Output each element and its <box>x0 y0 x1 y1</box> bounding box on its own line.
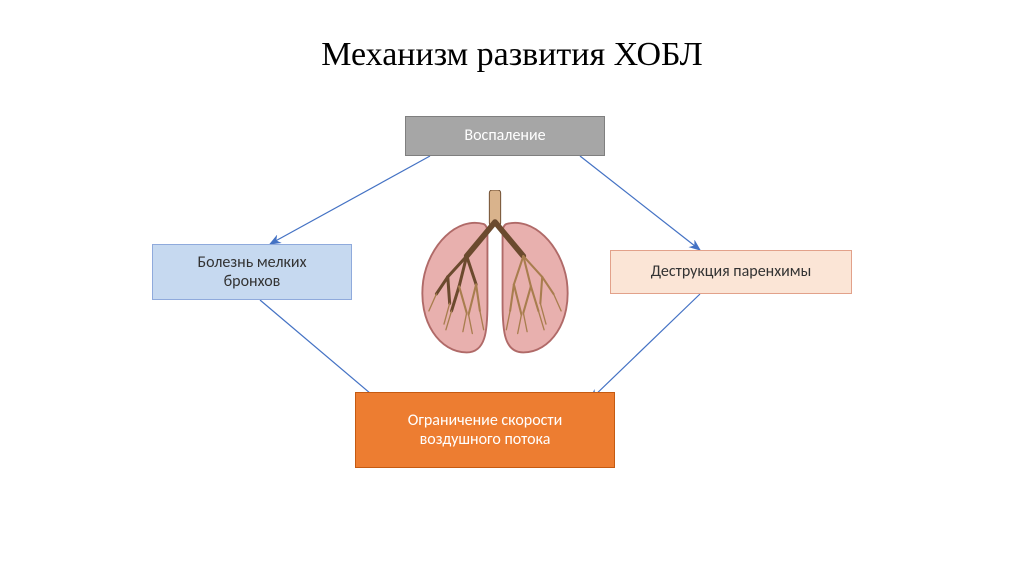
node-label: Болезнь мелкихбронхов <box>198 253 307 291</box>
node-label: Ограничение скоростивоздушного потока <box>408 411 563 449</box>
node-label: Деструкция паренхимы <box>651 262 812 281</box>
node-label: Воспаление <box>464 126 545 145</box>
lungs-icon <box>400 190 590 360</box>
node-airflow-limitation: Ограничение скоростивоздушного потока <box>355 392 615 468</box>
node-small-airways-disease: Болезнь мелкихбронхов <box>152 244 352 300</box>
node-inflammation: Воспаление <box>405 116 605 156</box>
page-title: Механизм развития ХОБЛ <box>0 36 1024 74</box>
node-parenchyma-destruction: Деструкция паренхимы <box>610 250 852 294</box>
